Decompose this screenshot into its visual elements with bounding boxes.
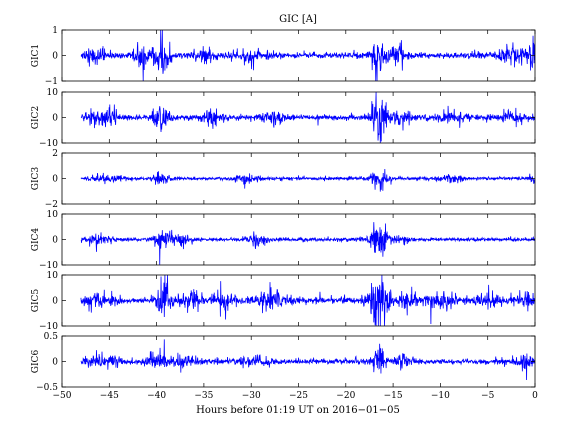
x-tick-label: −30 — [242, 391, 261, 401]
y-tick-label: 1 — [52, 26, 58, 36]
y-tick-label: 10 — [47, 210, 59, 220]
y-tick-label: 0 — [52, 236, 58, 246]
y-tick-label: 0 — [52, 297, 58, 307]
x-tick-label: −5 — [481, 391, 495, 401]
y-tick-label: −10 — [39, 322, 58, 332]
x-tick-label: −35 — [194, 391, 213, 401]
y-tick-label: 10 — [47, 271, 59, 281]
panel-ylabel-gic4: GIC4 — [31, 228, 41, 252]
y-tick-label: 2 — [52, 149, 58, 159]
x-axis-label: Hours before 01:19 UT on 2016−01−05 — [196, 405, 400, 416]
x-tick-label: −10 — [431, 391, 450, 401]
series-line-gic3 — [80, 168, 535, 192]
series-line-gic4 — [80, 222, 535, 265]
y-tick-label: 0.5 — [44, 332, 59, 342]
panel-ylabel-gic1: GIC1 — [31, 44, 41, 67]
figure-title: GIC [A] — [279, 14, 317, 25]
panel-ylabel-gic3: GIC3 — [31, 167, 41, 191]
y-tick-label: 0 — [52, 175, 58, 185]
y-tick-label: 0 — [52, 52, 58, 62]
panel-ylabel-gic5: GIC5 — [31, 289, 41, 313]
panel-ylabel-gic6: GIC6 — [31, 350, 41, 374]
x-tick-label: −15 — [384, 391, 403, 401]
series-line-gic5 — [80, 275, 535, 326]
y-tick-label: 0 — [52, 114, 58, 124]
y-tick-label: −10 — [39, 139, 58, 149]
panel-3: −2 0 2 GIC3 — [31, 149, 536, 210]
panel-5: −10 0 10 GIC5 — [31, 271, 536, 332]
y-tick-label: −2 — [45, 200, 58, 210]
y-tick-label: 10 — [47, 88, 59, 98]
x-tick-label: −25 — [289, 391, 308, 401]
series-line-gic1 — [80, 30, 535, 81]
y-tick-label: −10 — [39, 261, 58, 271]
y-tick-label: −1 — [45, 77, 58, 87]
panel-4: −10 0 10 GIC4 — [31, 210, 536, 271]
panel-ylabel-gic2: GIC2 — [31, 106, 41, 129]
series-line-gic6 — [80, 339, 535, 381]
y-tick-label: 0 — [52, 358, 58, 368]
x-tick-label: −50 — [53, 391, 72, 401]
x-tick-label: −20 — [336, 391, 355, 401]
panel-2: −10 0 10 GIC2 — [31, 88, 536, 149]
x-tick-label: −40 — [147, 391, 166, 401]
panel-1: −1 0 1 GIC1 — [31, 26, 536, 87]
series-line-gic2 — [80, 92, 535, 143]
x-tick-label: −45 — [100, 391, 119, 401]
panels-group: −101GIC1−10010GIC2−202GIC3−10010GIC4−100… — [31, 26, 538, 401]
y-tick-label: −0.5 — [36, 383, 58, 393]
x-tick-label: 0 — [532, 391, 538, 401]
